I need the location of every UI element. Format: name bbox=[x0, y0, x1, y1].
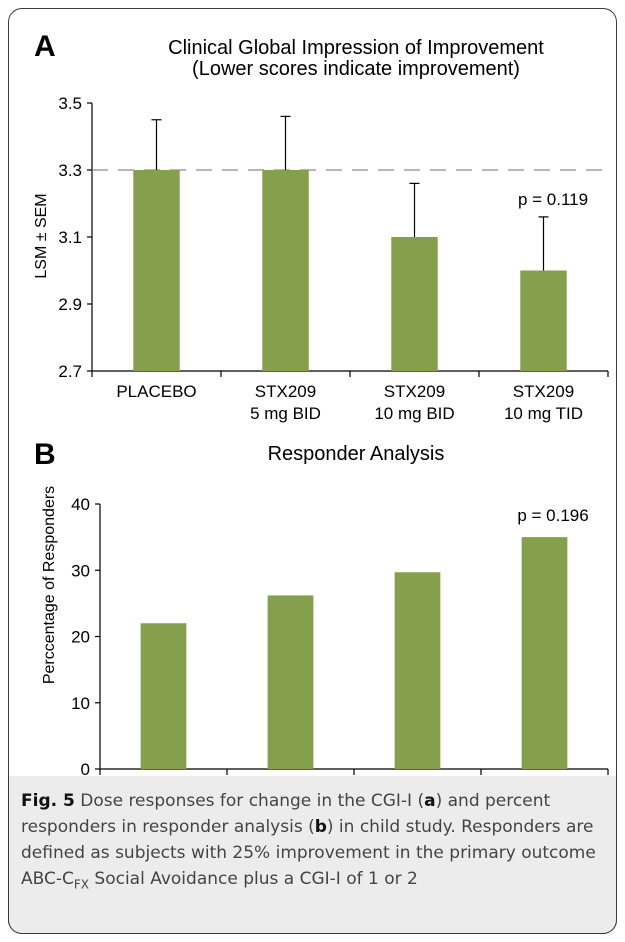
panel-a-title-line1: Clinical Global Impression of Improvemen… bbox=[168, 37, 544, 59]
caption-ref-b: b bbox=[314, 817, 327, 837]
panel-b-y-tick-label: 40 bbox=[71, 495, 90, 514]
panel-b-bar bbox=[394, 572, 441, 769]
panel-b: B Responder Analysis Perccentage of Resp… bbox=[34, 438, 609, 821]
panel-a-bar bbox=[391, 237, 438, 371]
panel-a-category-label: 10 mg BID bbox=[374, 404, 454, 423]
panel-a-y-tick-label: 3.1 bbox=[58, 228, 82, 247]
panel-b-letter: B bbox=[34, 438, 56, 471]
panel-b-title: Responder Analysis bbox=[268, 443, 445, 465]
panel-a-y-tick-label: 2.7 bbox=[58, 362, 82, 381]
panel-a-category-label: 10 mg TID bbox=[504, 404, 583, 423]
panel-a-p-value: p = 0.119 bbox=[518, 190, 588, 209]
caption-subscript: FX bbox=[73, 877, 89, 892]
panel-a-category-label: STX209 bbox=[513, 382, 574, 401]
caption-text-3: ) in child study. Responders are defined… bbox=[21, 817, 596, 889]
panel-b-y-axis-label: Perccentage of Responders bbox=[41, 486, 58, 684]
panel-a-category-label: STX209 bbox=[255, 382, 316, 401]
panel-a-y-tick-label: 2.9 bbox=[58, 295, 82, 314]
panel-b-bar bbox=[140, 623, 187, 769]
panel-b-p-value: p = 0.196 bbox=[517, 506, 588, 525]
panel-b-y-tick-label: 10 bbox=[71, 694, 90, 713]
panel-a-bar bbox=[133, 170, 180, 371]
panel-a-category-label: STX209 bbox=[384, 382, 445, 401]
caption-text-2: ) and percent responders in responder an… bbox=[21, 791, 551, 837]
panel-a-bar bbox=[520, 270, 567, 371]
panel-a-bar bbox=[262, 170, 309, 371]
panel-a-letter: A bbox=[34, 30, 56, 63]
panel-b-bar bbox=[267, 595, 314, 769]
panel-b-y-tick-label: 0 bbox=[81, 760, 90, 779]
panel-b-bar bbox=[521, 537, 568, 769]
panel-a-y-tick-label: 3.3 bbox=[58, 161, 82, 180]
panel-b-y-tick-label: 30 bbox=[71, 561, 90, 580]
panel-a: A Clinical Global Impression of Improvem… bbox=[33, 30, 609, 423]
panel-a-title-line2: (Lower scores indicate improvement) bbox=[192, 58, 520, 80]
caption-ref-a: a bbox=[424, 791, 436, 811]
caption-label: Fig. 5 bbox=[21, 791, 75, 811]
panel-a-y-axis-label: LSM ± SEM bbox=[33, 193, 50, 278]
panel-a-category-label: PLACEBO bbox=[116, 382, 196, 401]
panel-a-y-tick-label: 3.5 bbox=[58, 94, 82, 113]
caption-text-4: Social Avoidance plus a CGI-I of 1 or 2 bbox=[89, 869, 418, 889]
panel-a-category-label: 5 mg BID bbox=[250, 404, 321, 423]
figure-caption: Fig. 5 Dose responses for change in the … bbox=[8, 776, 617, 934]
panel-a-plot: 2.7 2.9 3.1 3.3 3.5 PLACEBO STX209 5 mg BID STX2… bbox=[58, 94, 609, 423]
caption-text-1: Dose responses for change in the CGI-I ( bbox=[74, 791, 425, 811]
panel-b-y-tick-label: 20 bbox=[71, 628, 90, 647]
